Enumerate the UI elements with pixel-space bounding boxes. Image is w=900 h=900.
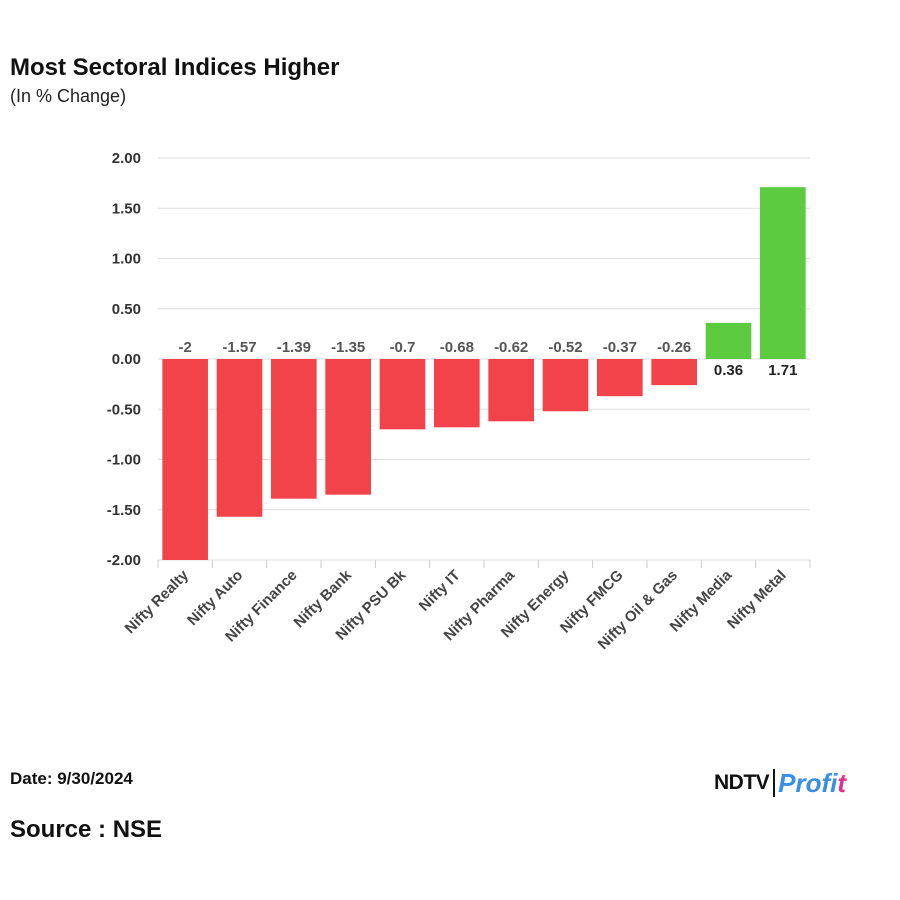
data-label: -0.26 (657, 339, 691, 356)
y-tick-label: -2.00 (107, 552, 141, 569)
bar (325, 359, 371, 495)
source-label: Source : NSE (10, 816, 163, 843)
y-tick-label: 0.50 (112, 301, 141, 318)
y-tick-label: -1.50 (107, 502, 141, 519)
bar (542, 359, 589, 412)
logo-product-main: Profi (778, 767, 838, 798)
bar (651, 359, 697, 386)
data-label: -1.57 (222, 339, 256, 356)
data-label: -0.62 (494, 339, 528, 356)
data-label: -1.39 (277, 339, 311, 356)
y-tick-label: 0.00 (112, 351, 141, 368)
logo-product-tail: t (837, 767, 847, 798)
data-label: -0.7 (390, 339, 416, 356)
bar (597, 359, 643, 397)
bar (760, 187, 806, 359)
data-label: 1.71 (768, 362, 797, 379)
bar (379, 359, 426, 430)
y-tick-label: -0.50 (107, 401, 141, 418)
bar (271, 359, 317, 499)
y-tick-label: 1.50 (112, 200, 141, 217)
ndtv-profit-logo: NDTV Profit (714, 766, 846, 800)
data-label: 0.36 (714, 362, 743, 379)
chart-subtitle: (In % Change) (10, 86, 127, 106)
y-tick-label: 2.00 (112, 150, 141, 167)
bar-chart: 2.00 1.50 1.00 0.50 0.00 -0.50 -1.00 -1.50 -2.00… (107, 150, 811, 653)
bar (434, 359, 480, 428)
data-label: -1.35 (331, 339, 365, 356)
date-label: Date: 9/30/2024 (10, 769, 133, 788)
logo-divider (773, 769, 776, 797)
bar (216, 359, 263, 517)
bar (162, 359, 208, 560)
x-category-label: Nifty Metal (724, 567, 790, 633)
chart-title: Most Sectoral Indices Higher (10, 54, 340, 81)
x-category-label: Nifty Realty (122, 566, 193, 637)
bar (705, 322, 752, 359)
data-label: -0.68 (440, 339, 474, 356)
y-tick-label: 1.00 (112, 251, 141, 268)
logo-brand: NDTV (714, 771, 770, 794)
logo-product: Profit (778, 768, 846, 799)
data-label: -0.37 (603, 339, 637, 356)
x-category-label: Nifty IT (416, 567, 464, 615)
data-label: -2 (178, 339, 191, 356)
data-label: -0.52 (548, 339, 582, 356)
bar (488, 359, 534, 422)
y-tick-label: -1.00 (107, 452, 141, 469)
